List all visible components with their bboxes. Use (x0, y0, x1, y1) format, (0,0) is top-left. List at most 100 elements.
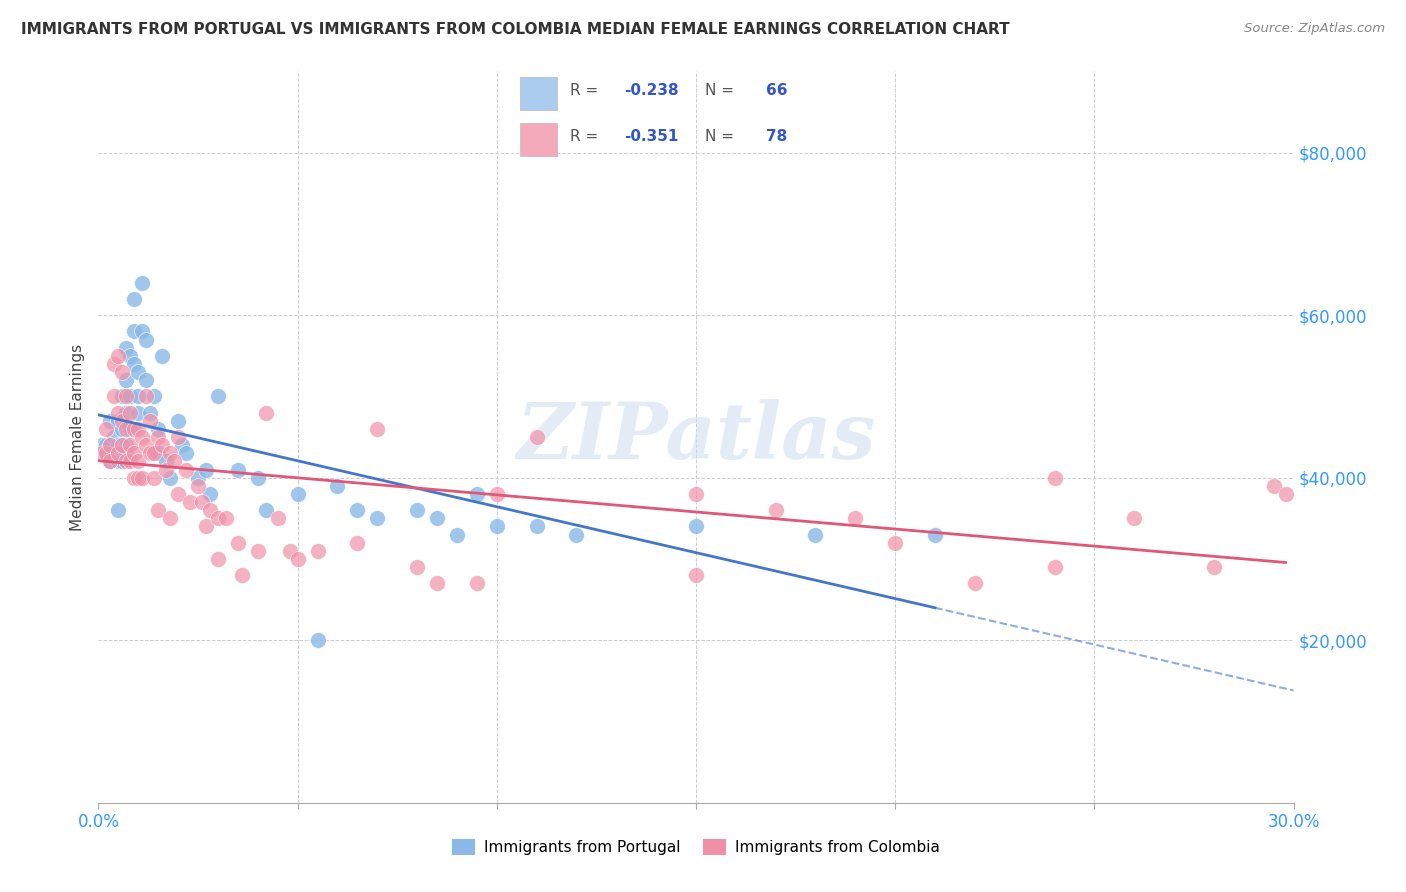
Point (254, 406, 277, 420)
Point (120, 389, 142, 403)
Point (96, 446, 118, 460)
Point (195, 462, 218, 476)
Y-axis label: Median Female Earnings: Median Female Earnings (69, 343, 84, 531)
Point (1123, 511, 1146, 525)
Point (1202, 560, 1225, 574)
FancyBboxPatch shape (520, 123, 557, 156)
Point (107, 406, 129, 420)
Point (98, 438, 122, 452)
Point (103, 430, 125, 444)
Point (111, 438, 134, 452)
Point (143, 471, 166, 485)
Point (198, 503, 221, 517)
Point (120, 454, 142, 468)
Point (254, 503, 277, 517)
Point (191, 495, 214, 509)
Point (1043, 560, 1066, 574)
Text: 78: 78 (766, 128, 787, 144)
Point (111, 365, 134, 379)
Point (98, 414, 122, 428)
Point (124, 422, 146, 436)
Point (526, 519, 548, 533)
Point (91, 438, 114, 452)
Text: ZIPatlas: ZIPatlas (516, 399, 876, 475)
Point (111, 414, 134, 428)
Point (124, 471, 146, 485)
Point (98, 454, 122, 468)
Point (526, 430, 548, 444)
Point (135, 438, 157, 452)
Point (804, 527, 827, 541)
Point (685, 568, 707, 582)
Point (195, 519, 218, 533)
Point (127, 389, 149, 403)
Point (111, 454, 134, 468)
Point (287, 487, 309, 501)
Point (159, 511, 181, 525)
Point (884, 535, 907, 549)
Point (111, 389, 134, 403)
Point (278, 544, 301, 558)
Point (346, 535, 368, 549)
Point (565, 527, 588, 541)
Point (246, 544, 269, 558)
Text: IMMIGRANTS FROM PORTUGAL VS IMMIGRANTS FROM COLOMBIA MEDIAN FEMALE EARNINGS CORR: IMMIGRANTS FROM PORTUGAL VS IMMIGRANTS F… (21, 22, 1010, 37)
Point (406, 560, 429, 574)
Point (98, 454, 122, 468)
Point (685, 519, 707, 533)
Point (111, 438, 134, 452)
Point (115, 438, 138, 452)
Point (155, 454, 177, 468)
Point (366, 422, 388, 436)
Text: N =: N = (706, 83, 740, 97)
Point (107, 503, 129, 517)
Text: -0.351: -0.351 (624, 128, 679, 144)
Point (127, 471, 149, 485)
Point (115, 373, 138, 387)
Point (127, 454, 149, 468)
Point (215, 511, 238, 525)
Point (98, 438, 122, 452)
Point (179, 495, 201, 509)
Point (446, 527, 468, 541)
Point (103, 446, 125, 460)
Point (127, 365, 149, 379)
Point (120, 406, 142, 420)
Point (127, 422, 149, 436)
Text: R =: R = (571, 128, 603, 144)
Point (115, 446, 138, 460)
Point (198, 487, 221, 501)
Point (91, 446, 114, 460)
Point (107, 438, 129, 452)
Point (1274, 487, 1296, 501)
Point (174, 446, 197, 460)
Point (155, 462, 177, 476)
Point (135, 373, 157, 387)
Point (167, 487, 190, 501)
Point (226, 462, 249, 476)
Point (406, 503, 429, 517)
Point (1043, 471, 1066, 485)
Point (267, 511, 290, 525)
Point (115, 406, 138, 420)
Point (148, 503, 170, 517)
Point (115, 389, 138, 403)
Legend: Immigrants from Portugal, Immigrants from Colombia: Immigrants from Portugal, Immigrants fro… (446, 833, 946, 861)
Point (107, 349, 129, 363)
Point (96, 438, 118, 452)
Point (685, 487, 707, 501)
Point (159, 471, 181, 485)
Point (131, 471, 153, 485)
Point (207, 552, 229, 566)
Point (150, 438, 173, 452)
FancyBboxPatch shape (520, 77, 557, 110)
Point (103, 389, 125, 403)
Point (187, 471, 209, 485)
Point (107, 446, 129, 460)
Point (135, 333, 157, 347)
Point (96, 422, 118, 436)
Point (207, 511, 229, 525)
Text: Source: ZipAtlas.com: Source: ZipAtlas.com (1244, 22, 1385, 36)
Point (366, 511, 388, 525)
Point (107, 454, 129, 468)
